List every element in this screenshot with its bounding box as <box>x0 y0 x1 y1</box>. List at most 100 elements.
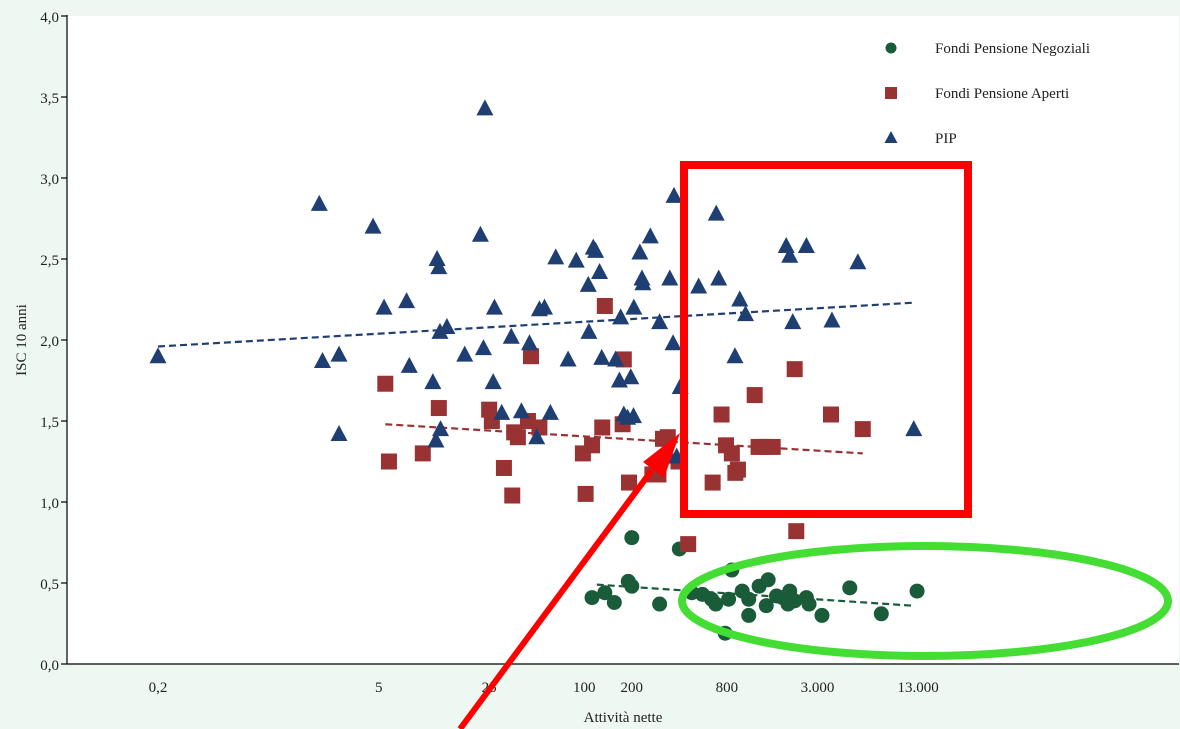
point-pip <box>661 269 679 286</box>
point-negoziali <box>801 596 817 612</box>
point-pip <box>567 251 585 268</box>
point-pip <box>398 292 416 309</box>
point-pip <box>607 350 625 367</box>
point-pip <box>547 248 565 265</box>
point-pip <box>484 373 502 390</box>
point-aperti <box>380 453 397 470</box>
point-pip <box>313 352 331 369</box>
point-pip <box>631 243 649 260</box>
point-negoziali <box>741 591 757 607</box>
legend-marker-circle <box>885 42 897 54</box>
point-negoziali <box>909 583 925 599</box>
y-axis-label: ISC 10 anni <box>14 304 30 376</box>
point-pip <box>424 373 442 390</box>
legend-label: Fondi Pensione Aperti <box>935 86 1069 102</box>
x-tick-label: 0,2 <box>149 680 168 696</box>
point-negoziali <box>652 596 668 612</box>
legend: Fondi Pensione Negoziali Fondi Pensione A… <box>884 41 1090 147</box>
point-aperti <box>786 361 803 378</box>
point-pip <box>726 347 744 364</box>
point-negoziali <box>584 590 600 606</box>
point-pip <box>364 217 382 234</box>
x-tick-label: 100 <box>573 680 596 696</box>
point-aperti <box>746 387 763 404</box>
point-aperti <box>729 461 746 478</box>
y-tick-label: 1,5 <box>40 415 59 431</box>
y-tick-label: 2,5 <box>40 253 59 269</box>
point-aperti <box>854 421 871 438</box>
point-pip <box>797 237 815 254</box>
x-tick-label: 200 <box>621 680 644 696</box>
legend-marker-square <box>885 87 897 99</box>
point-aperti <box>509 429 526 446</box>
point-pip <box>375 298 393 315</box>
point-aperti <box>822 406 839 423</box>
point-aperti <box>495 459 512 476</box>
point-aperti <box>680 536 697 553</box>
x-tick-label: 13.000 <box>897 680 938 696</box>
point-pip <box>737 305 755 322</box>
point-pip <box>622 368 640 385</box>
point-pip <box>593 348 611 365</box>
point-pip <box>612 308 630 325</box>
point-pip <box>580 322 598 339</box>
y-ticks: 0,0 0,5 1,0 1,5 2,0 2,5 3,0 3,5 4,0 <box>40 10 67 674</box>
legend-marker-triangle <box>884 131 898 143</box>
point-aperti <box>584 437 601 454</box>
point-pip <box>664 334 682 351</box>
y-tick-label: 3,0 <box>40 172 59 188</box>
point-aperti <box>764 438 781 455</box>
point-pip <box>781 246 799 263</box>
point-pip <box>330 345 348 362</box>
point-pip <box>428 250 446 266</box>
point-pip <box>634 274 652 291</box>
point-negoziali <box>708 596 724 612</box>
point-aperti <box>504 487 521 504</box>
point-pip <box>438 318 456 335</box>
point-aperti <box>788 523 805 540</box>
point-aperti <box>377 375 394 392</box>
point-pip <box>432 420 450 437</box>
y-tick-label: 1,0 <box>40 496 59 512</box>
point-pip <box>823 311 841 328</box>
point-pip <box>710 269 728 286</box>
trend-line <box>385 423 863 455</box>
trend-line <box>157 301 913 348</box>
point-pip <box>665 186 683 203</box>
point-pip <box>731 290 749 307</box>
x-tick-label: 5 <box>375 680 383 696</box>
point-pip <box>310 194 328 211</box>
point-pip <box>707 204 725 221</box>
x-axis-label: Attività nette <box>584 710 663 726</box>
red-highlight-box <box>680 161 972 518</box>
point-pip <box>485 298 503 315</box>
point-pip <box>502 327 520 344</box>
point-pip <box>690 277 708 294</box>
legend-label: Fondi Pensione Negoziali <box>935 41 1090 57</box>
point-pip <box>427 431 445 448</box>
point-negoziali <box>741 607 757 623</box>
point-pip <box>528 428 546 445</box>
point-pip <box>493 403 511 420</box>
point-pip <box>591 262 609 279</box>
point-aperti <box>713 406 730 423</box>
point-pip <box>149 347 167 364</box>
x-tick-label: 800 <box>716 680 739 696</box>
point-negoziali <box>721 591 737 607</box>
point-pip <box>476 99 494 116</box>
point-negoziali <box>624 530 640 546</box>
point-aperti <box>414 445 431 462</box>
point-pip <box>430 258 448 275</box>
point-pip <box>520 334 538 351</box>
point-negoziali <box>606 594 622 610</box>
point-aperti <box>621 474 638 491</box>
point-pip <box>905 420 923 437</box>
point-pip <box>512 402 530 419</box>
point-pip <box>849 253 867 270</box>
legend-label: PIP <box>935 131 957 147</box>
point-pip <box>431 322 449 339</box>
point-negoziali <box>597 585 613 601</box>
y-tick-label: 2,0 <box>40 334 59 350</box>
